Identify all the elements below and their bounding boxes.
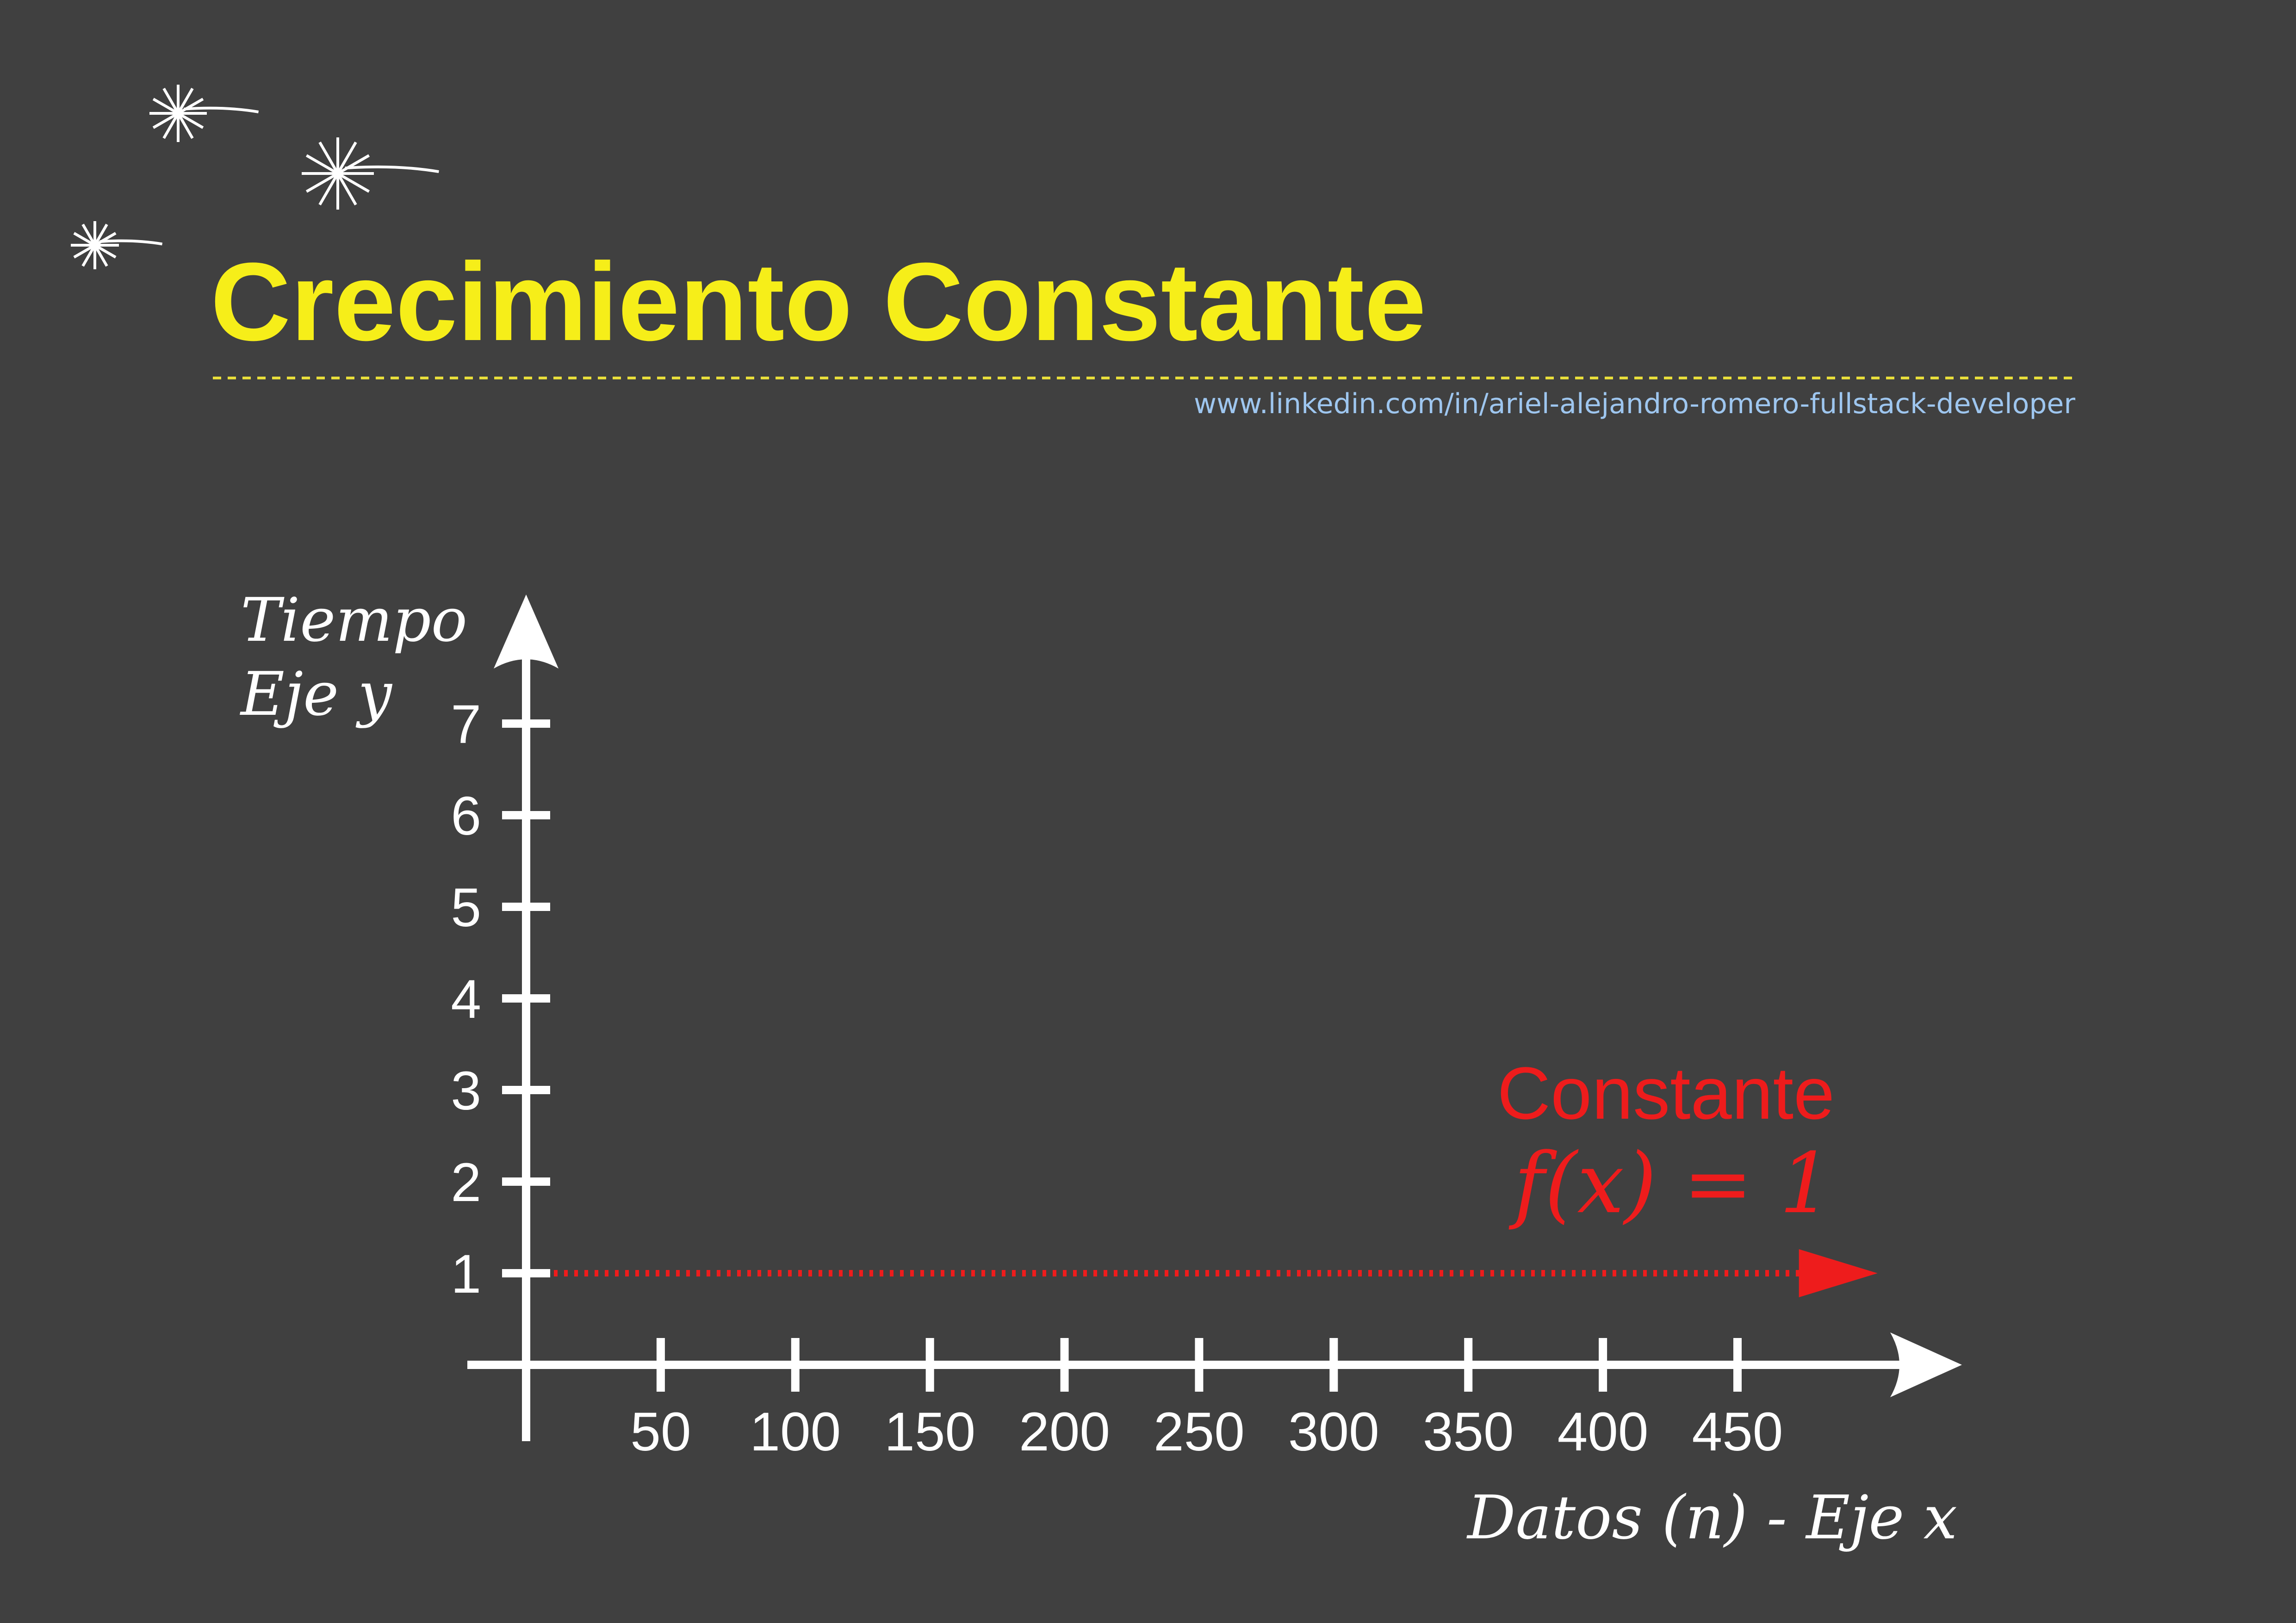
y-axis-ticks: 1 2 3 4 5 6 7 — [451, 694, 550, 1305]
x-tick-label: 150 — [884, 1401, 975, 1462]
x-tick-label: 50 — [630, 1401, 691, 1462]
x-tick-label: 200 — [1019, 1401, 1110, 1462]
sparkle-ray — [152, 98, 204, 129]
x-axis-title: Datos (n) - Eje x — [1466, 1482, 1957, 1553]
x-tick-label: 300 — [1288, 1401, 1379, 1462]
y-tick-label: 1 — [451, 1244, 481, 1305]
x-axis-arrowhead — [1890, 1332, 1962, 1397]
chart-title: Crecimiento Constante — [211, 240, 1426, 364]
y-axis-arrowhead — [494, 595, 558, 669]
series-arrowhead — [1799, 1249, 1878, 1297]
y-tick-label: 6 — [451, 786, 481, 847]
y-axis-title-line-2: Eje y — [240, 659, 392, 729]
y-tick-label: 3 — [451, 1060, 481, 1121]
sparkle-icon — [302, 137, 439, 210]
series-layer — [554, 1249, 1878, 1297]
x-tick-label: 450 — [1692, 1401, 1783, 1462]
x-tick-label: 100 — [750, 1401, 841, 1462]
sparkle-ray — [73, 232, 117, 259]
sparkle-ray — [305, 154, 370, 193]
y-axis-title-line-1: Tiempo — [241, 585, 467, 655]
sparkle-icon — [149, 85, 259, 142]
decorative-sparkles — [71, 85, 439, 269]
y-tick-label: 5 — [451, 877, 481, 938]
sparkle-trail — [345, 165, 439, 173]
profile-link[interactable]: www.linkedin.com/in/ariel-alejandro-rome… — [1194, 388, 2075, 420]
x-tick-label: 350 — [1423, 1401, 1514, 1462]
y-tick-label: 4 — [451, 969, 481, 1030]
y-tick-label: 2 — [451, 1152, 481, 1213]
y-tick-label: 7 — [451, 694, 481, 755]
sparkle-icon — [71, 221, 163, 269]
axes — [467, 595, 1962, 1441]
sparkle-trail — [184, 106, 259, 113]
x-tick-label: 250 — [1154, 1401, 1245, 1462]
sparkle-trail — [99, 239, 163, 246]
series-name-label: Constante — [1497, 1052, 1835, 1134]
x-tick-label: 400 — [1558, 1401, 1649, 1462]
x-axis-ticks: 50 100 150 200 250 300 350 400 450 — [630, 1338, 1783, 1462]
series-formula-label: f(x) = 1 — [1508, 1135, 1832, 1232]
